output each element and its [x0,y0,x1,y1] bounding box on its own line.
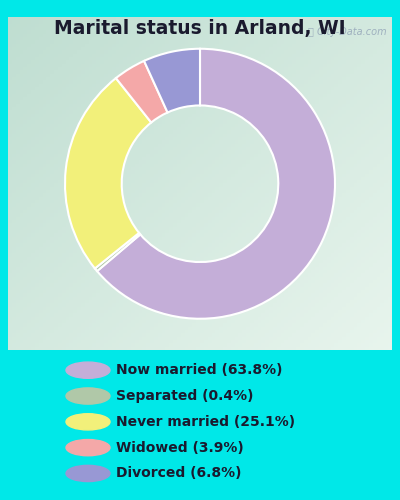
Wedge shape [97,49,335,318]
Wedge shape [95,233,140,271]
Text: Separated (0.4%): Separated (0.4%) [116,389,254,403]
Wedge shape [65,78,151,268]
Text: ⓘ City-Data.com: ⓘ City-Data.com [308,28,386,38]
Circle shape [66,466,110,481]
Wedge shape [116,61,168,122]
Circle shape [66,362,110,378]
Circle shape [66,440,110,456]
Circle shape [66,388,110,404]
Circle shape [66,414,110,430]
Wedge shape [144,49,200,112]
Text: Divorced (6.8%): Divorced (6.8%) [116,466,242,480]
Text: Widowed (3.9%): Widowed (3.9%) [116,440,244,454]
Text: Never married (25.1%): Never married (25.1%) [116,415,295,429]
Text: Now married (63.8%): Now married (63.8%) [116,363,282,377]
Text: Marital status in Arland, WI: Marital status in Arland, WI [54,19,346,38]
